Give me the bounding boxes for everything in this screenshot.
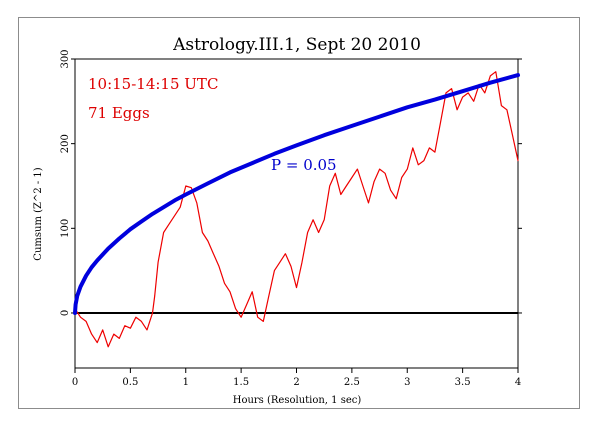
chart-frame [18, 17, 580, 409]
p-value-annotation: P = 0.05 [271, 156, 337, 174]
eggs-annotation: 71 Eggs [88, 104, 150, 122]
x-tick-label: 3.5 [455, 377, 471, 388]
x-axis-label: Hours (Resolution, 1 sec) [233, 395, 362, 406]
y-axis-label: Cumsum (Z^2 - 1) [33, 167, 44, 260]
series-layer [73, 71, 520, 348]
chart-title: Astrology.III.1, Sept 20 2010 [172, 35, 421, 55]
x-tick-label: 2 [293, 377, 299, 388]
x-tick-label: 1.5 [233, 377, 249, 388]
cumsum-line [74, 71, 519, 348]
x-axis-ticks: 0 0.5 1 1.5 2 2.5 3 3.5 4 [72, 368, 521, 388]
p-value-curve [73, 73, 520, 315]
y-tick-label: 0 [60, 310, 71, 316]
y-tick-label: 100 [60, 219, 71, 238]
y-tick-label: 200 [60, 134, 71, 153]
y-tick-label: 300 [60, 49, 71, 68]
x-tick-label: 0.5 [122, 377, 138, 388]
x-tick-label: 1 [183, 377, 189, 388]
x-tick-label: 0 [72, 377, 78, 388]
x-tick-label: 2.5 [344, 377, 360, 388]
time-range-annotation: 10:15-14:15 UTC [88, 75, 218, 93]
x-tick-label: 4 [515, 377, 521, 388]
x-tick-label: 3 [404, 377, 410, 388]
